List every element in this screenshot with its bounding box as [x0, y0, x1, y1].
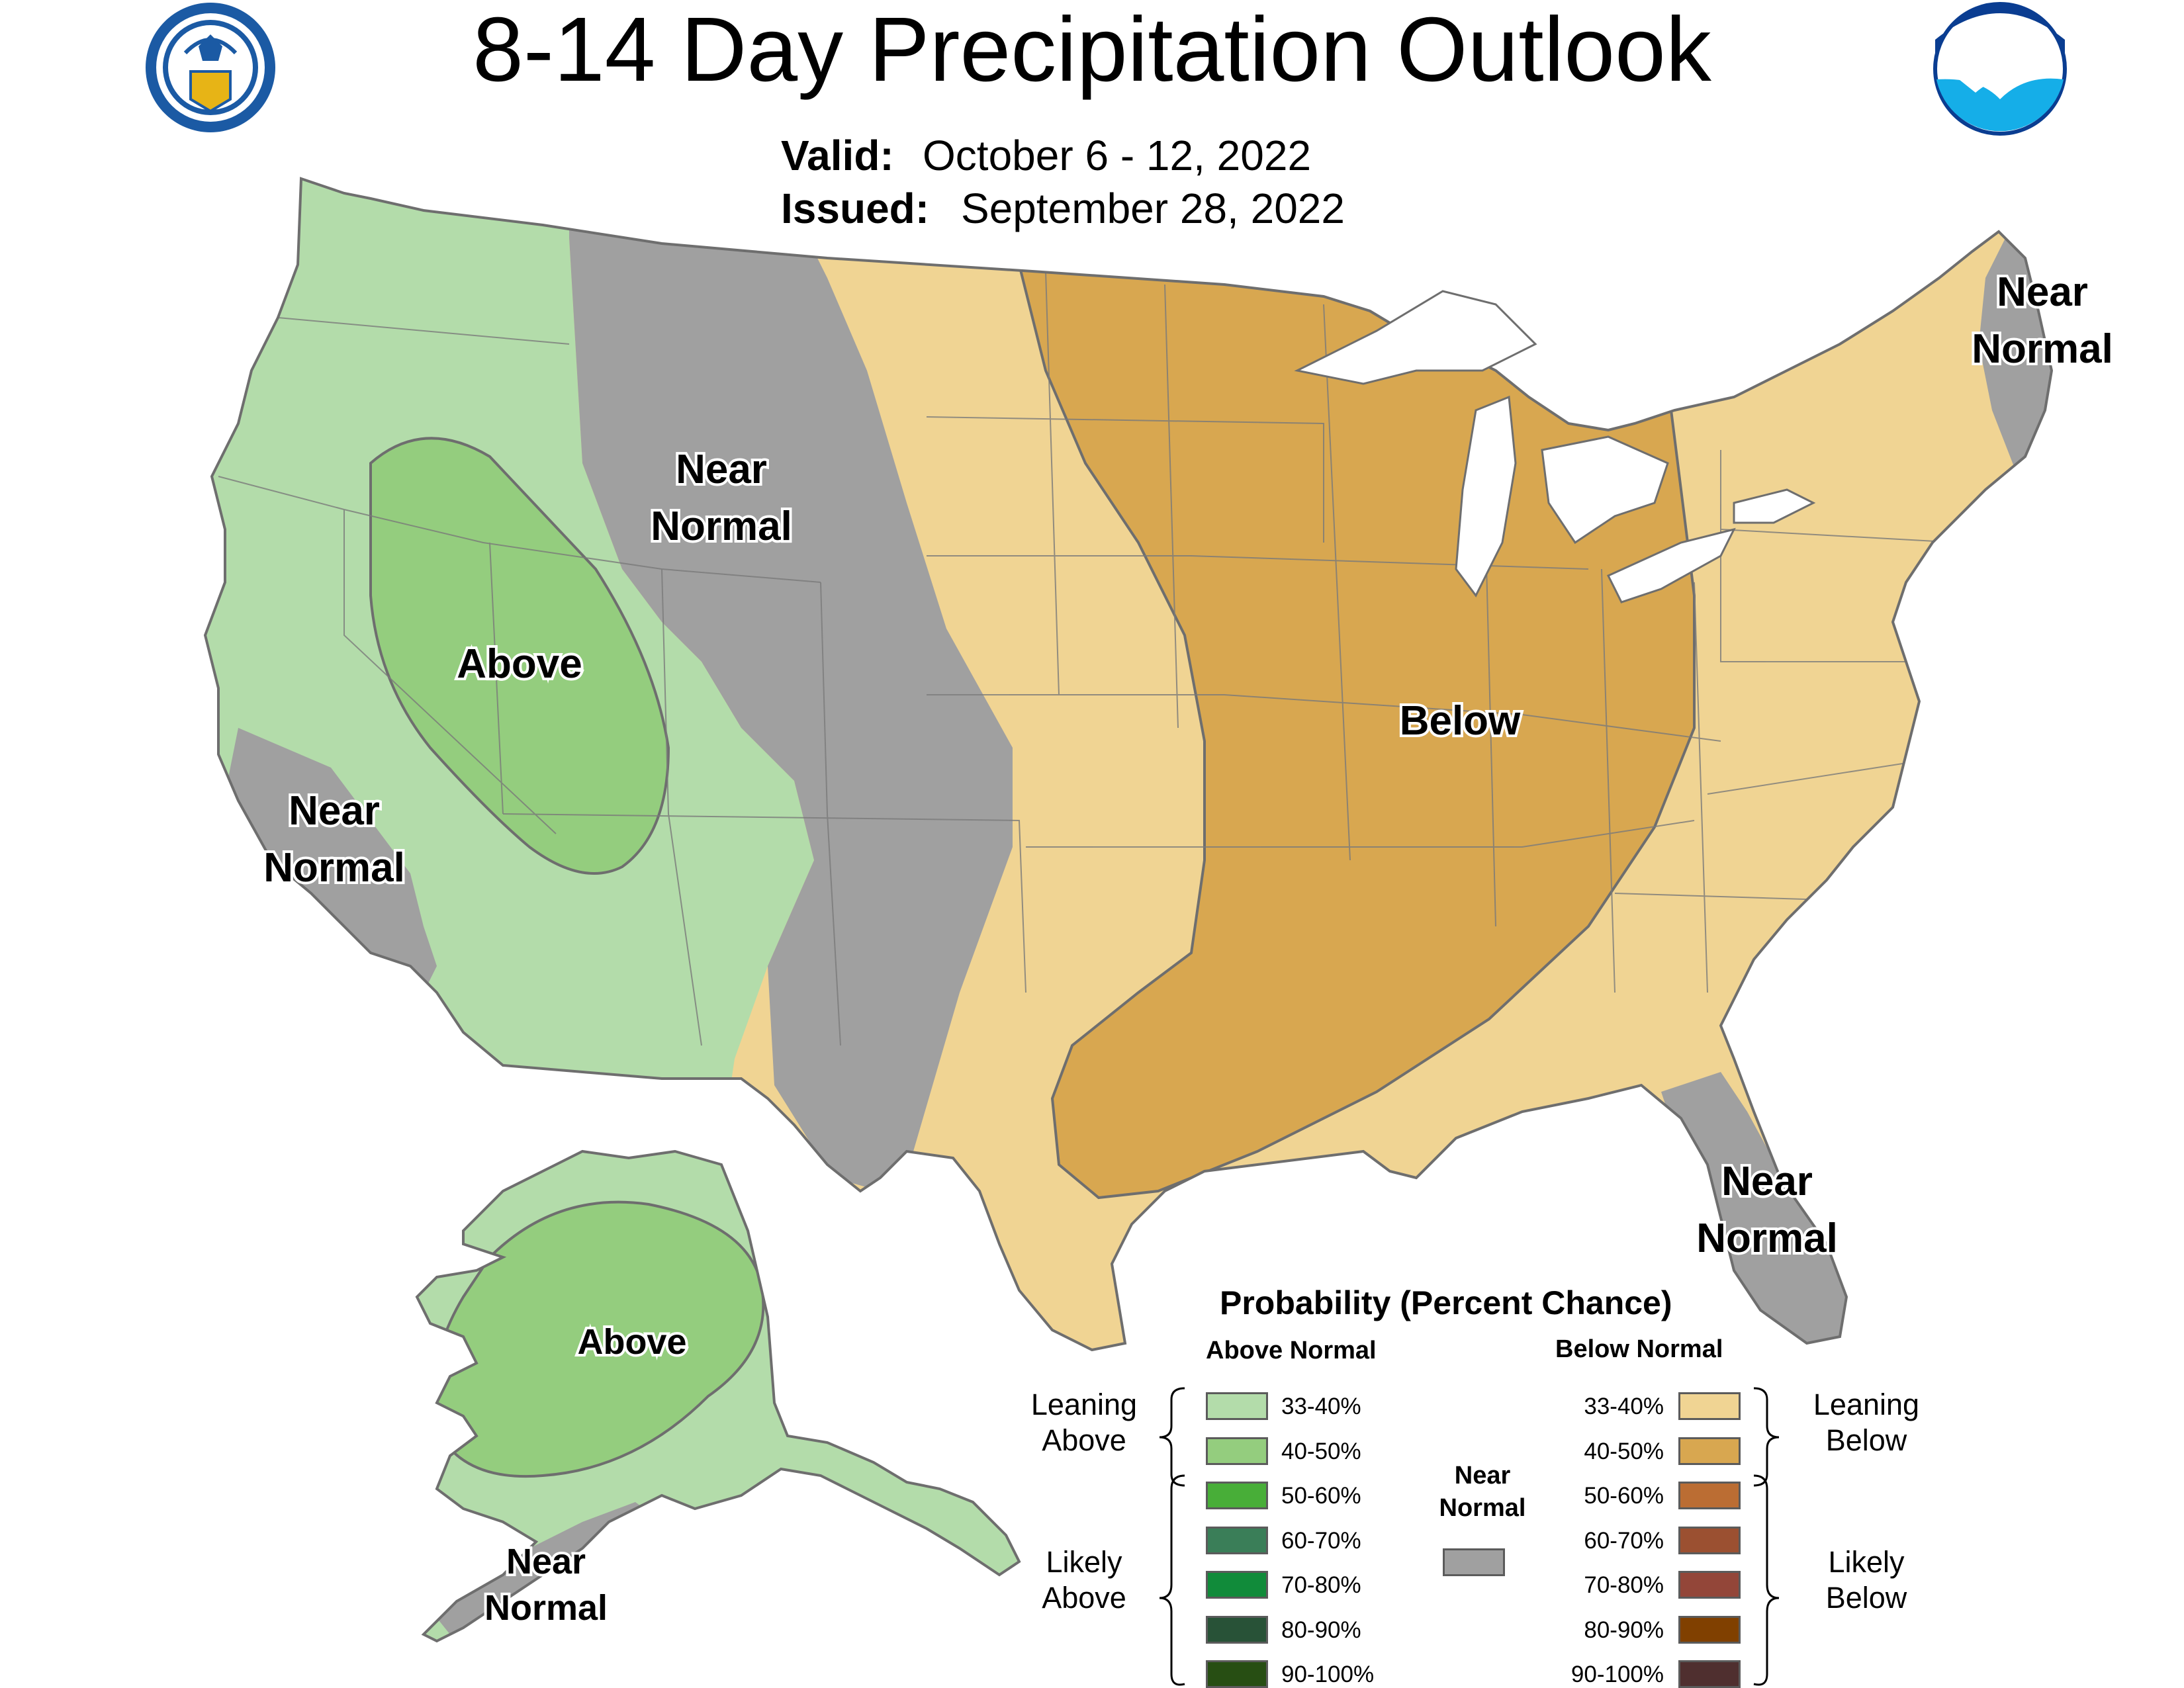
leaning-below-line1: Leaning	[1813, 1388, 1920, 1421]
near-normal-label-fl-2: Normal	[1696, 1216, 1838, 1261]
conus-near-normal-ne-area	[1979, 225, 2052, 529]
conus-above-40-area	[369, 437, 670, 875]
below-swatch-3	[1678, 1526, 1741, 1554]
above-swatch-5	[1206, 1615, 1268, 1644]
above-pct-label-1: 40-50%	[1281, 1438, 1361, 1464]
brace-leaning-below	[1753, 1387, 1780, 1487]
lake-superior	[1294, 290, 1537, 385]
leaning-below-line2: Below	[1825, 1423, 1907, 1457]
noaa-logo-text: NOAA	[1967, 28, 2033, 53]
below-swatch-0	[1678, 1392, 1741, 1420]
above-pct-label-2: 50-60%	[1281, 1483, 1361, 1509]
likely-above-line1: Likely	[1046, 1545, 1122, 1579]
valid-date: October 6 - 12, 2022	[923, 132, 1312, 179]
near-normal-label-north-2: Normal	[651, 504, 792, 549]
legend-title: Probability (Percent Chance)	[1220, 1284, 1672, 1321]
commerce-seal-icon	[146, 3, 275, 132]
lake-huron	[1541, 435, 1669, 545]
legend-below-header: Below Normal	[1555, 1335, 1723, 1363]
above-pct-label-0: 33-40%	[1281, 1394, 1361, 1419]
above-swatch-2	[1206, 1482, 1268, 1509]
below-pct-label-1: 40-50%	[1584, 1438, 1664, 1464]
likely-below-line2: Below	[1825, 1581, 1907, 1615]
below-swatch-4	[1678, 1571, 1741, 1599]
below-swatch-5	[1678, 1615, 1741, 1644]
above-swatch-3	[1206, 1526, 1268, 1554]
region-labels: Above Near Normal Near Normal Below Near…	[261, 267, 2116, 1630]
above-swatch-6	[1206, 1660, 1268, 1688]
state-boundaries	[218, 271, 1960, 1046]
brace-likely-above	[1159, 1474, 1185, 1686]
near-normal-header-line1: Near	[1454, 1462, 1511, 1489]
legend-near-normal-swatch	[1443, 1548, 1505, 1576]
page-title: 8-14 Day Precipitation Outlook	[473, 0, 1711, 101]
legend-braces	[1159, 1387, 1780, 1686]
near-normal-label-ca-2: Normal	[263, 845, 405, 891]
brace-leaning-above	[1159, 1387, 1185, 1487]
near-normal-label-north-1: Near	[676, 447, 767, 492]
legend-likely-below-label: Likely Below	[1787, 1544, 1946, 1616]
above-pct-label-6: 90-100%	[1281, 1662, 1375, 1687]
above-label-conus: Above	[457, 641, 582, 687]
brace-likely-below	[1753, 1474, 1780, 1686]
legend-leaning-above-label: Leaning Above	[1011, 1387, 1157, 1458]
conus-near-normal-north-area	[569, 212, 1013, 1191]
near-normal-label-ca-1: Near	[289, 788, 380, 834]
above-pct-label-5: 80-90%	[1281, 1617, 1361, 1643]
lake-michigan	[1455, 395, 1517, 598]
likely-below-line1: Likely	[1828, 1545, 1905, 1579]
above-pct-label-3: 60-70%	[1281, 1527, 1361, 1554]
below-pct-label-0: 33-40%	[1584, 1394, 1664, 1419]
below-pct-label-4: 70-80%	[1584, 1572, 1664, 1598]
below-swatch-1	[1678, 1437, 1741, 1465]
near-normal-label-fl-1: Near	[1721, 1159, 1813, 1204]
legend-likely-above-label: Likely Above	[1011, 1544, 1157, 1616]
above-label-ak: Above	[577, 1322, 686, 1362]
legend-above-header: Above Normal	[1206, 1337, 1377, 1364]
lake-erie	[1606, 527, 1736, 603]
near-normal-label-ne-2: Normal	[1972, 326, 2113, 372]
above-swatch-0	[1206, 1392, 1268, 1420]
above-swatch-1	[1206, 1437, 1268, 1465]
legend-leaning-below-label: Leaning Below	[1787, 1387, 1946, 1458]
near-normal-label-ak-1: Near	[506, 1542, 586, 1581]
lake-ontario	[1733, 488, 1816, 524]
likely-above-line2: Above	[1042, 1581, 1126, 1615]
below-pct-label-5: 80-90%	[1584, 1617, 1664, 1643]
below-label-conus: Below	[1400, 698, 1521, 744]
below-swatch-2	[1678, 1482, 1741, 1509]
valid-label: Valid:	[781, 132, 894, 179]
above-pct-label-4: 70-80%	[1281, 1572, 1361, 1598]
leaning-above-line2: Above	[1042, 1423, 1126, 1457]
above-swatch-4	[1206, 1571, 1268, 1599]
great-lakes	[1294, 290, 1816, 603]
below-pct-label-3: 60-70%	[1584, 1527, 1664, 1554]
conus-near-normal-fl-area	[1661, 1072, 1853, 1350]
near-normal-header-line2: Normal	[1439, 1494, 1526, 1523]
conus-below-40-area	[1017, 263, 1696, 1200]
leaning-above-line1: Leaning	[1030, 1388, 1138, 1421]
below-swatch-6	[1678, 1660, 1741, 1688]
near-normal-label-ak-2: Normal	[484, 1588, 608, 1628]
near-normal-label-ne-1: Near	[1997, 269, 2088, 315]
below-pct-label-2: 50-60%	[1584, 1483, 1664, 1509]
legend-near-normal-header: Near Normal	[1436, 1460, 1529, 1525]
issued-date: September 28, 2022	[961, 185, 1345, 232]
noaa-logo-icon: NOAA	[1933, 2, 2067, 136]
below-pct-label-6: 90-100%	[1570, 1662, 1664, 1687]
issued-label: Issued:	[781, 185, 930, 232]
